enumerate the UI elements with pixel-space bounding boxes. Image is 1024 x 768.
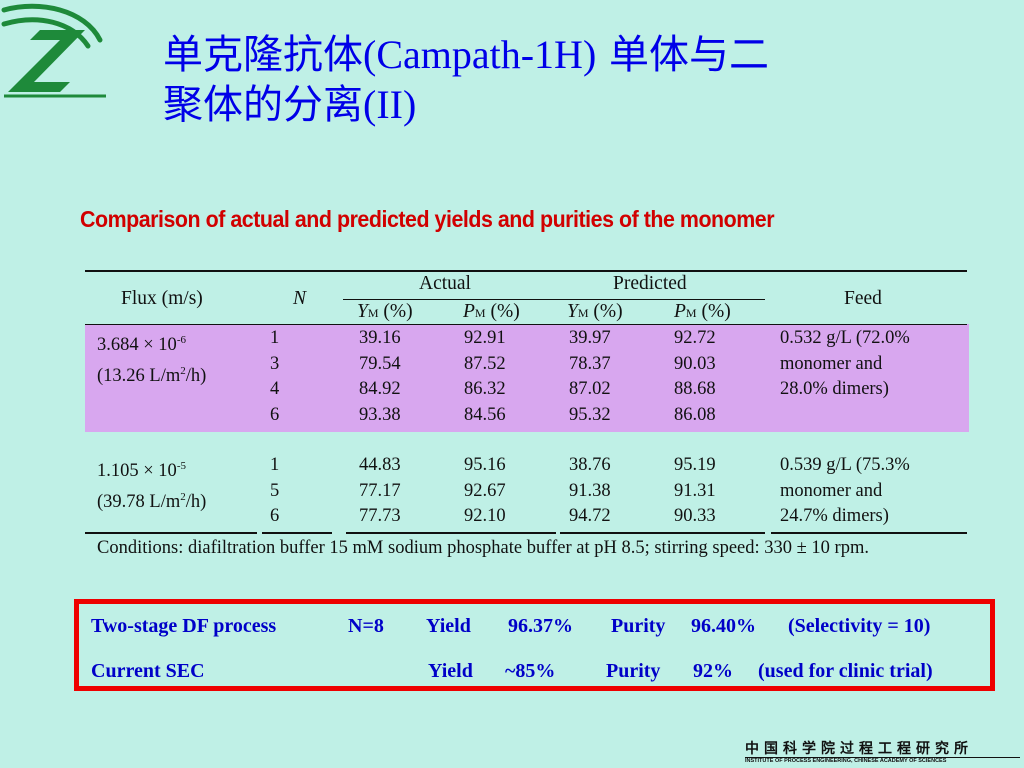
- df-purity-value: 96.40%: [691, 615, 756, 637]
- header-ym-actual: YM (%): [357, 301, 413, 322]
- table-conditions-note: Conditions: diafiltration buffer 15 mM s…: [97, 538, 869, 558]
- group-1-highlight: [85, 324, 969, 432]
- df-yield-label: Yield: [426, 615, 471, 637]
- group-1-purity-predicted: 92.72 90.03 88.68 86.08: [674, 328, 716, 425]
- results-table: Flux (m/s) N Actual Predicted Feed YM (%…: [85, 268, 969, 588]
- title-line-1: 单克隆抗体(Campath-1H) 单体与二: [163, 30, 1003, 80]
- header-pm-actual: PM (%): [463, 301, 520, 322]
- group-1-yield-predicted: 39.97 78.37 87.02 95.32: [569, 328, 611, 425]
- header-predicted: Predicted: [613, 273, 687, 294]
- header-n: N: [293, 288, 307, 309]
- title-cjk-c: 聚体的分离: [163, 82, 363, 128]
- df-process-n: N=8: [348, 615, 384, 637]
- bottom-rule-2: [262, 532, 332, 534]
- bottom-rule-1: [85, 532, 257, 534]
- df-yield-value: 96.37%: [508, 615, 573, 637]
- slide-title: 单克隆抗体(Campath-1H) 单体与二 聚体的分离(II): [163, 30, 1003, 130]
- group-2-yield-predicted: 38.76 91.38 94.72: [569, 455, 611, 526]
- title-latin-b: (II): [363, 82, 417, 127]
- header-pm-predicted: PM (%): [674, 301, 731, 322]
- table-caption: Comparison of actual and predicted yield…: [80, 206, 775, 232]
- title-cjk-a: 单克隆抗体: [163, 32, 363, 78]
- sec-yield-label: Yield: [428, 660, 473, 682]
- header-ym-predicted: YM (%): [567, 301, 623, 322]
- title-cjk-b: 单体与二: [596, 32, 769, 78]
- process-comparison-box: Two-stage DF process N=8 Yield 96.37% Pu…: [74, 599, 995, 691]
- sec-yield-value: ~85%: [505, 660, 556, 682]
- sec-clinic-note: (used for clinic trial): [758, 660, 933, 682]
- bottom-rule-3: [346, 532, 556, 534]
- group-1-purity-actual: 92.91 87.52 86.32 84.56: [464, 328, 506, 425]
- group-2-yield-actual: 44.83 77.17 77.73: [359, 455, 401, 526]
- actual-rule: [343, 299, 765, 300]
- group-2-purity-predicted: 95.19 91.31 90.33: [674, 455, 716, 526]
- df-selectivity-note: (Selectivity = 10): [788, 615, 931, 637]
- top-rule: [85, 270, 967, 272]
- title-line-2: 聚体的分离(II): [163, 80, 1003, 130]
- institute-footer-logo: 中国科学院过程工程研究所 INSTITUTE OF PROCESS ENGINE…: [745, 742, 1020, 766]
- group-2-feed: 0.539 g/L (75.3% monomer and 24.7% dimer…: [780, 455, 910, 526]
- sec-purity-label: Purity: [606, 660, 661, 682]
- header-feed: Feed: [844, 288, 882, 309]
- header-actual: Actual: [419, 273, 471, 294]
- title-latin-a: (Campath-1H): [363, 32, 597, 77]
- group-1-feed: 0.532 g/L (72.0% monomer and 28.0% dimer…: [780, 328, 910, 399]
- df-purity-label: Purity: [611, 615, 666, 637]
- bottom-rule-5: [771, 532, 967, 534]
- group-2-flux: 1.105 × 10-5 (39.78 L/m2/h): [97, 460, 207, 512]
- group-1-flux: 3.684 × 10-6 (13.26 L/m2/h): [97, 334, 207, 386]
- group-2-purity-actual: 95.16 92.67 92.10: [464, 455, 506, 526]
- group-1-yield-actual: 39.16 79.54 84.92 93.38: [359, 328, 401, 425]
- bottom-rule-4: [560, 532, 765, 534]
- df-process-label: Two-stage DF process: [91, 615, 277, 637]
- sec-purity-value: 92%: [693, 660, 733, 682]
- sec-process-label: Current SEC: [91, 660, 205, 682]
- group-2-n: 1 5 6: [270, 455, 280, 526]
- group-1-n: 1 3 4 6: [270, 328, 280, 425]
- header-bottom-rule: [85, 324, 967, 325]
- header-flux: Flux (m/s): [121, 288, 203, 309]
- institute-logo: [1, 3, 106, 98]
